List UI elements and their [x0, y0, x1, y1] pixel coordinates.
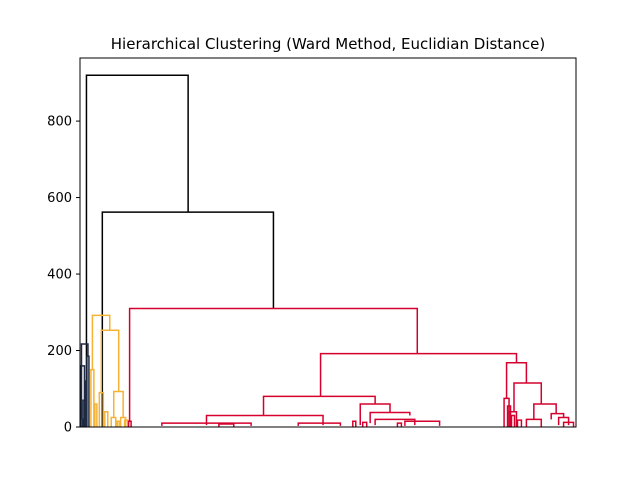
dendrogram-link-23 [205, 414, 324, 426]
dendrogram-link-0 [85, 74, 189, 427]
dendrogram-link-10 [100, 329, 120, 393]
dendrogram-link-39 [218, 423, 235, 427]
dendrogram-link-43 [506, 405, 512, 427]
y-tick-label-1: 200 [47, 344, 72, 359]
dendrogram-link-17 [116, 420, 120, 427]
dendrogram-link-21 [319, 352, 518, 397]
dendrogram-link-16 [119, 416, 127, 427]
dendrogram-link-20 [127, 420, 132, 427]
dendrogram-link-1 [101, 211, 275, 427]
dendrogram-link-25 [297, 422, 342, 426]
dendrogram-link-41 [361, 421, 368, 427]
dendrogram-link-6 [86, 355, 90, 427]
dendrogram-link-36 [550, 412, 565, 420]
dendrogram-link-7 [82, 399, 87, 427]
dendrogram-link-32 [513, 382, 543, 412]
dendrogram-link-9 [90, 368, 95, 427]
dendrogram-link-35 [525, 418, 543, 427]
y-tick-label-0: 0 [64, 421, 72, 436]
y-axis: 0 200 400 600 800 [47, 115, 80, 436]
dendrogram-link-38 [562, 421, 575, 427]
dendrogram-link-11 [98, 391, 105, 427]
y-tick-label-3: 600 [47, 191, 72, 206]
dendrogram-link-42 [396, 422, 403, 427]
dendrogram-link-29 [404, 420, 441, 426]
dendrogram-link-8 [91, 314, 111, 370]
dendrogram-link-19 [128, 307, 419, 422]
plot-frame [79, 57, 577, 428]
dendrogram-link-37 [557, 416, 570, 426]
dendrogram-link-13 [94, 403, 98, 427]
dendrogram-link-44 [510, 414, 516, 427]
dendrogram-link-24 [161, 422, 252, 426]
y-tick-label-2: 400 [47, 268, 72, 283]
y-tick-label-4: 800 [47, 115, 72, 130]
dendrogram-link-18 [123, 419, 129, 427]
dendrogram-link-26 [359, 403, 391, 426]
dendrogram-link-22 [262, 395, 376, 416]
dendrogram-link-30 [505, 362, 528, 399]
dendrogram-link-40 [352, 420, 357, 427]
chart-title: Hierarchical Clustering (Ward Method, Eu… [111, 35, 545, 53]
dendrogram-link-34 [533, 403, 557, 420]
dendrogram-link-28 [374, 418, 416, 426]
dendrogram-link-45 [516, 419, 523, 427]
dendrogram-link-33 [508, 410, 518, 427]
dendrogram-link-27 [369, 411, 411, 424]
dendrogram-link-14 [104, 410, 109, 427]
dendrogram-link-15 [110, 416, 117, 427]
dendrogram-links [80, 74, 575, 427]
dendrogram-link-12 [112, 390, 124, 418]
